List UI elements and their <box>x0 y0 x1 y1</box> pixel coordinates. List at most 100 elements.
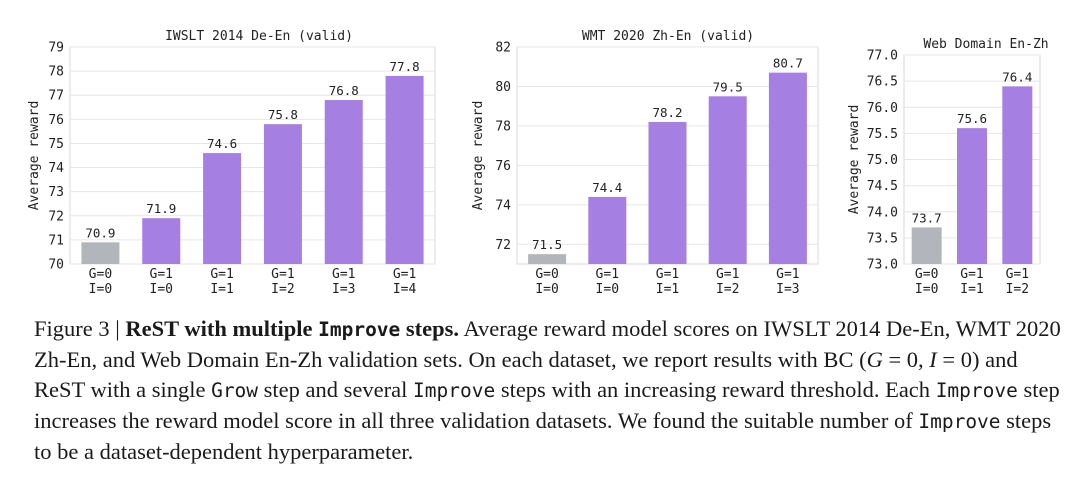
x-tick-label: G=0 <box>89 267 112 282</box>
x-tick-label: G=1 <box>210 267 233 282</box>
bar <box>1002 86 1033 264</box>
bar <box>708 96 747 265</box>
x-tick-label: I=3 <box>332 282 355 297</box>
y-tick-label: 74 <box>495 198 511 213</box>
caption-bold-title-a: ReST with multiple <box>125 316 319 341</box>
bar <box>911 227 942 264</box>
bar <box>768 72 807 265</box>
caption-text-1: Average reward model scores on IWSLT 201… <box>34 316 1061 372</box>
y-axis-label: Average reward <box>27 101 42 211</box>
bar <box>324 100 363 265</box>
y-axis-label: Average reward <box>471 101 486 211</box>
caption-code-improve-1: Improve <box>413 379 496 402</box>
y-tick-label: 76.0 <box>867 101 898 116</box>
y-tick-label: 80 <box>495 80 511 95</box>
x-tick-label: G=1 <box>332 267 355 282</box>
y-tick-label: 74.0 <box>867 205 898 220</box>
y-tick-label: 78 <box>495 119 511 134</box>
caption-math-g: G <box>866 347 883 372</box>
y-tick-label: 74 <box>48 161 64 176</box>
bar <box>142 218 181 264</box>
x-tick-label: G=1 <box>960 267 983 282</box>
bar <box>263 124 302 265</box>
y-tick-label: 75 <box>48 137 64 152</box>
y-tick-label: 76 <box>495 159 511 174</box>
caption-text-4: steps with an increasing reward threshol… <box>495 377 936 402</box>
y-tick-label: 72 <box>495 238 511 253</box>
y-tick-label: 76 <box>48 113 64 128</box>
bar <box>81 242 120 264</box>
x-tick-label: G=1 <box>150 267 173 282</box>
x-tick-label: I=4 <box>393 282 417 297</box>
chart-title: Web Domain En-Zh <box>923 37 1048 52</box>
y-tick-label: 77.0 <box>867 49 898 64</box>
y-tick-label: 73 <box>48 185 64 200</box>
caption-math-g-eq: = 0, <box>882 347 930 372</box>
bar-value-label: 71.5 <box>532 237 562 252</box>
chart-1: 70 71 72 73 74 75 76 77 78 79 IWSLT 2014 De-En (va… <box>27 29 436 297</box>
bar <box>957 128 987 264</box>
bar-value-label: 75.6 <box>957 111 987 126</box>
x-tick-label: G=1 <box>596 267 619 282</box>
y-tick-label: 77 <box>48 89 64 104</box>
bar-value-label: 75.8 <box>268 107 298 122</box>
caption-figure-label: Figure 3 | <box>34 316 126 341</box>
x-tick-label: G=1 <box>716 267 739 282</box>
x-tick-label: G=1 <box>656 267 679 282</box>
x-tick-label: I=2 <box>716 282 739 297</box>
y-tick-label: 75.5 <box>867 127 898 142</box>
bar-value-label: 80.7 <box>773 56 803 71</box>
x-tick-label: I=0 <box>150 282 173 297</box>
y-tick-label: 73.5 <box>867 231 898 246</box>
x-tick-label: I=1 <box>210 282 233 297</box>
x-tick-label: I=0 <box>596 282 619 297</box>
caption-code-improve-3: Improve <box>918 410 1001 433</box>
caption-bold-title-code: Improve <box>318 318 401 341</box>
bar-value-label: 74.4 <box>592 180 622 195</box>
x-tick-label: G=1 <box>776 267 799 282</box>
x-tick-label: G=1 <box>1006 267 1029 282</box>
y-tick-label: 71 <box>48 233 64 248</box>
x-tick-label: I=1 <box>656 282 679 297</box>
x-tick-label: I=3 <box>776 282 799 297</box>
x-tick-label: G=0 <box>915 267 938 282</box>
bar-value-label: 73.7 <box>912 210 942 225</box>
bar <box>588 196 627 264</box>
bar-value-label: 76.8 <box>329 83 359 98</box>
y-tick-label: 79 <box>48 41 64 56</box>
x-tick-label: I=1 <box>960 282 983 297</box>
y-axis-label: Average reward <box>847 105 862 215</box>
bar-value-label: 78.2 <box>652 105 682 120</box>
figure-charts: 70 71 72 73 74 75 76 77 78 79 IWSLT 2014 De-En (va… <box>27 29 1049 297</box>
chart-title: WMT 2020 Zh-En (valid) <box>582 29 754 44</box>
bar <box>203 153 242 264</box>
bar-value-label: 74.6 <box>207 136 237 151</box>
caption-code-grow: Grow <box>211 379 259 402</box>
bar-value-label: 76.4 <box>1002 69 1032 84</box>
chart-3: 73.0 73.5 74.0 74.5 75.0 75.5 76.0 76.5 77.0 Web … <box>847 37 1049 297</box>
bar-value-label: 77.8 <box>390 59 420 74</box>
bar <box>385 75 424 264</box>
x-tick-label: I=2 <box>271 282 294 297</box>
bar <box>528 254 567 264</box>
chart-2: 72 74 76 78 80 82 WMT 2020 Zh-En (valid) Averag… <box>471 29 819 297</box>
x-tick-label: I=2 <box>1006 282 1029 297</box>
plot-area <box>69 46 436 265</box>
bar-value-label: 71.9 <box>146 201 176 216</box>
bar-value-label: 79.5 <box>713 79 743 94</box>
caption-text-3: step and several <box>258 377 413 402</box>
x-tick-label: G=1 <box>393 267 416 282</box>
x-tick-label: G=0 <box>535 267 558 282</box>
x-tick-label: I=0 <box>915 282 938 297</box>
caption-text-6: steps to be a dataset-dependent hyperpar… <box>34 408 1052 464</box>
y-tick-label: 74.5 <box>867 179 898 194</box>
y-tick-label: 78 <box>48 65 64 80</box>
y-tick-label: 82 <box>495 41 511 56</box>
y-tick-label: 73.0 <box>867 258 898 273</box>
caption-bold-title-b: steps. <box>400 316 460 341</box>
chart-title: IWSLT 2014 De-En (valid) <box>165 29 353 44</box>
x-tick-label: G=1 <box>271 267 294 282</box>
x-tick-label: I=0 <box>535 282 558 297</box>
y-tick-label: 70 <box>48 258 64 273</box>
bar-value-label: 70.9 <box>85 225 115 240</box>
